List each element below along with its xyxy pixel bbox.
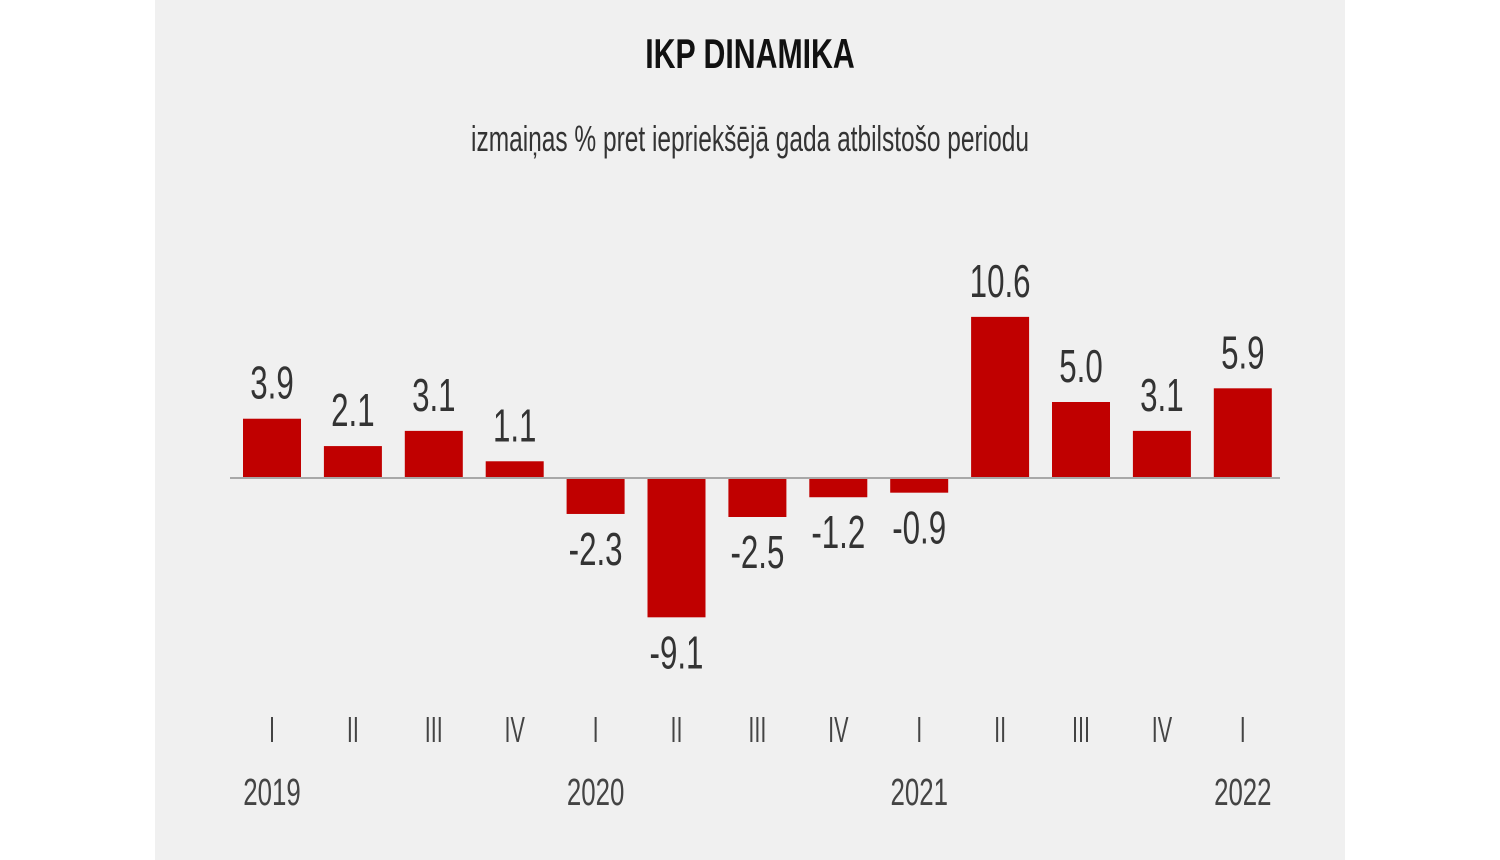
bar-7 <box>809 479 868 498</box>
value-label-5: -9.1 <box>650 627 704 678</box>
year-label-2019: 2019 <box>243 771 300 813</box>
value-label-6: -2.5 <box>730 527 784 578</box>
value-label-2: 3.1 <box>412 370 455 421</box>
year-label-2020: 2020 <box>567 771 624 813</box>
chart-panel: IKP DINAMIKA izmaiņas % pret iepriekšējā… <box>155 0 1345 860</box>
bar-9 <box>971 316 1030 478</box>
year-label-2021: 2021 <box>890 771 947 813</box>
category-label-11: IV <box>1152 710 1173 750</box>
year-label-2022: 2022 <box>1214 771 1271 813</box>
value-label-1: 2.1 <box>331 385 374 436</box>
category-label-3: IV <box>504 710 525 750</box>
category-label-1: II <box>347 710 359 750</box>
bar-10 <box>1052 402 1110 478</box>
category-label-5: II <box>670 710 682 750</box>
bar-12 <box>1213 388 1272 478</box>
category-label-0: I <box>269 710 275 750</box>
category-label-2: III <box>425 710 443 750</box>
bar-11 <box>1132 430 1191 478</box>
bar-2 <box>404 430 463 478</box>
category-label-10: III <box>1072 710 1090 750</box>
chart-title: IKP DINAMIKA <box>645 30 855 77</box>
value-label-8: -0.9 <box>892 503 946 554</box>
chart-subtitle: izmaiņas % pret iepriekšējā gada atbilst… <box>471 118 1029 159</box>
bar-chart: 3.9I2.1II3.1III1.1IV-2.3I-9.1II-2.5III-1… <box>230 256 1280 813</box>
category-label-12: I <box>1240 710 1246 750</box>
value-label-3: 1.1 <box>493 400 536 451</box>
bar-8 <box>890 479 949 493</box>
bar-0 <box>243 418 301 478</box>
value-label-12: 5.9 <box>1221 327 1264 378</box>
bar-4 <box>566 479 625 514</box>
bar-6 <box>728 479 787 517</box>
value-label-4: -2.3 <box>569 524 623 575</box>
category-label-9: II <box>994 710 1006 750</box>
value-label-9: 10.6 <box>970 256 1031 307</box>
bar-5 <box>647 479 706 618</box>
bar-1 <box>323 446 382 478</box>
value-label-10: 5.0 <box>1059 341 1102 392</box>
value-label-0: 3.9 <box>250 358 293 409</box>
bar-3 <box>485 461 544 478</box>
value-label-11: 3.1 <box>1140 370 1183 421</box>
category-label-8: I <box>916 710 922 750</box>
category-label-4: I <box>593 710 599 750</box>
category-label-7: IV <box>828 710 849 750</box>
value-label-7: -1.2 <box>811 507 865 558</box>
category-label-6: III <box>748 710 766 750</box>
